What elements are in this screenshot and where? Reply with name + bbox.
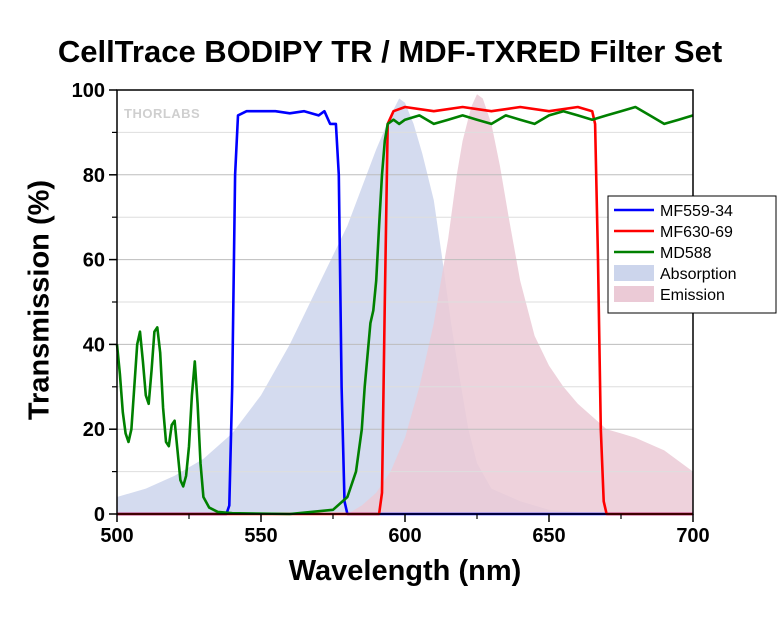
- emission-area: [347, 94, 693, 514]
- legend-swatch-emission: [614, 286, 654, 302]
- mf630-69-line: [117, 105, 693, 516]
- x-tick-label-550: 550: [244, 525, 277, 547]
- chart-title: CellTrace BODIPY TR / MDF-TXRED Filter S…: [57, 34, 723, 69]
- x-tick-label-700: 700: [676, 525, 709, 547]
- area-series-group: [117, 94, 693, 514]
- legend-label-md588: MD588: [660, 245, 712, 262]
- legend-swatch-absorption: [614, 265, 654, 281]
- y-tick-label-0: 0: [94, 504, 105, 526]
- legend-label-absorption: Absorption: [660, 266, 737, 283]
- x-tick-label-650: 650: [532, 525, 565, 547]
- legend-label-mf630-69: MF630-69: [660, 224, 733, 241]
- absorption-area: [117, 98, 693, 514]
- legend: MF559-34 MF630-69 MD588 Absorption Emission: [607, 195, 777, 314]
- mf559-34-line: [117, 109, 693, 516]
- x-tick-label-500: 500: [100, 525, 133, 547]
- md588-line: [115, 105, 694, 516]
- line-series-group: [115, 105, 694, 516]
- legend-label-emission: Emission: [660, 287, 725, 304]
- y-tick-label-40: 40: [83, 334, 105, 356]
- x-tick-label-600: 600: [388, 525, 421, 547]
- y-tick-label-80: 80: [83, 165, 105, 187]
- thorlabs-watermark: THORLABS: [124, 106, 200, 121]
- y-tick-label-100: 100: [72, 80, 105, 102]
- x-axis-label: Wavelength (nm): [288, 555, 522, 587]
- y-tick-label-20: 20: [83, 419, 105, 441]
- legend-label-mf559-34: MF559-34: [660, 203, 733, 220]
- axis-ticks: 500 550 600 650 700 0 20 40 60 80 100: [72, 80, 710, 547]
- y-tick-label-60: 60: [83, 250, 105, 272]
